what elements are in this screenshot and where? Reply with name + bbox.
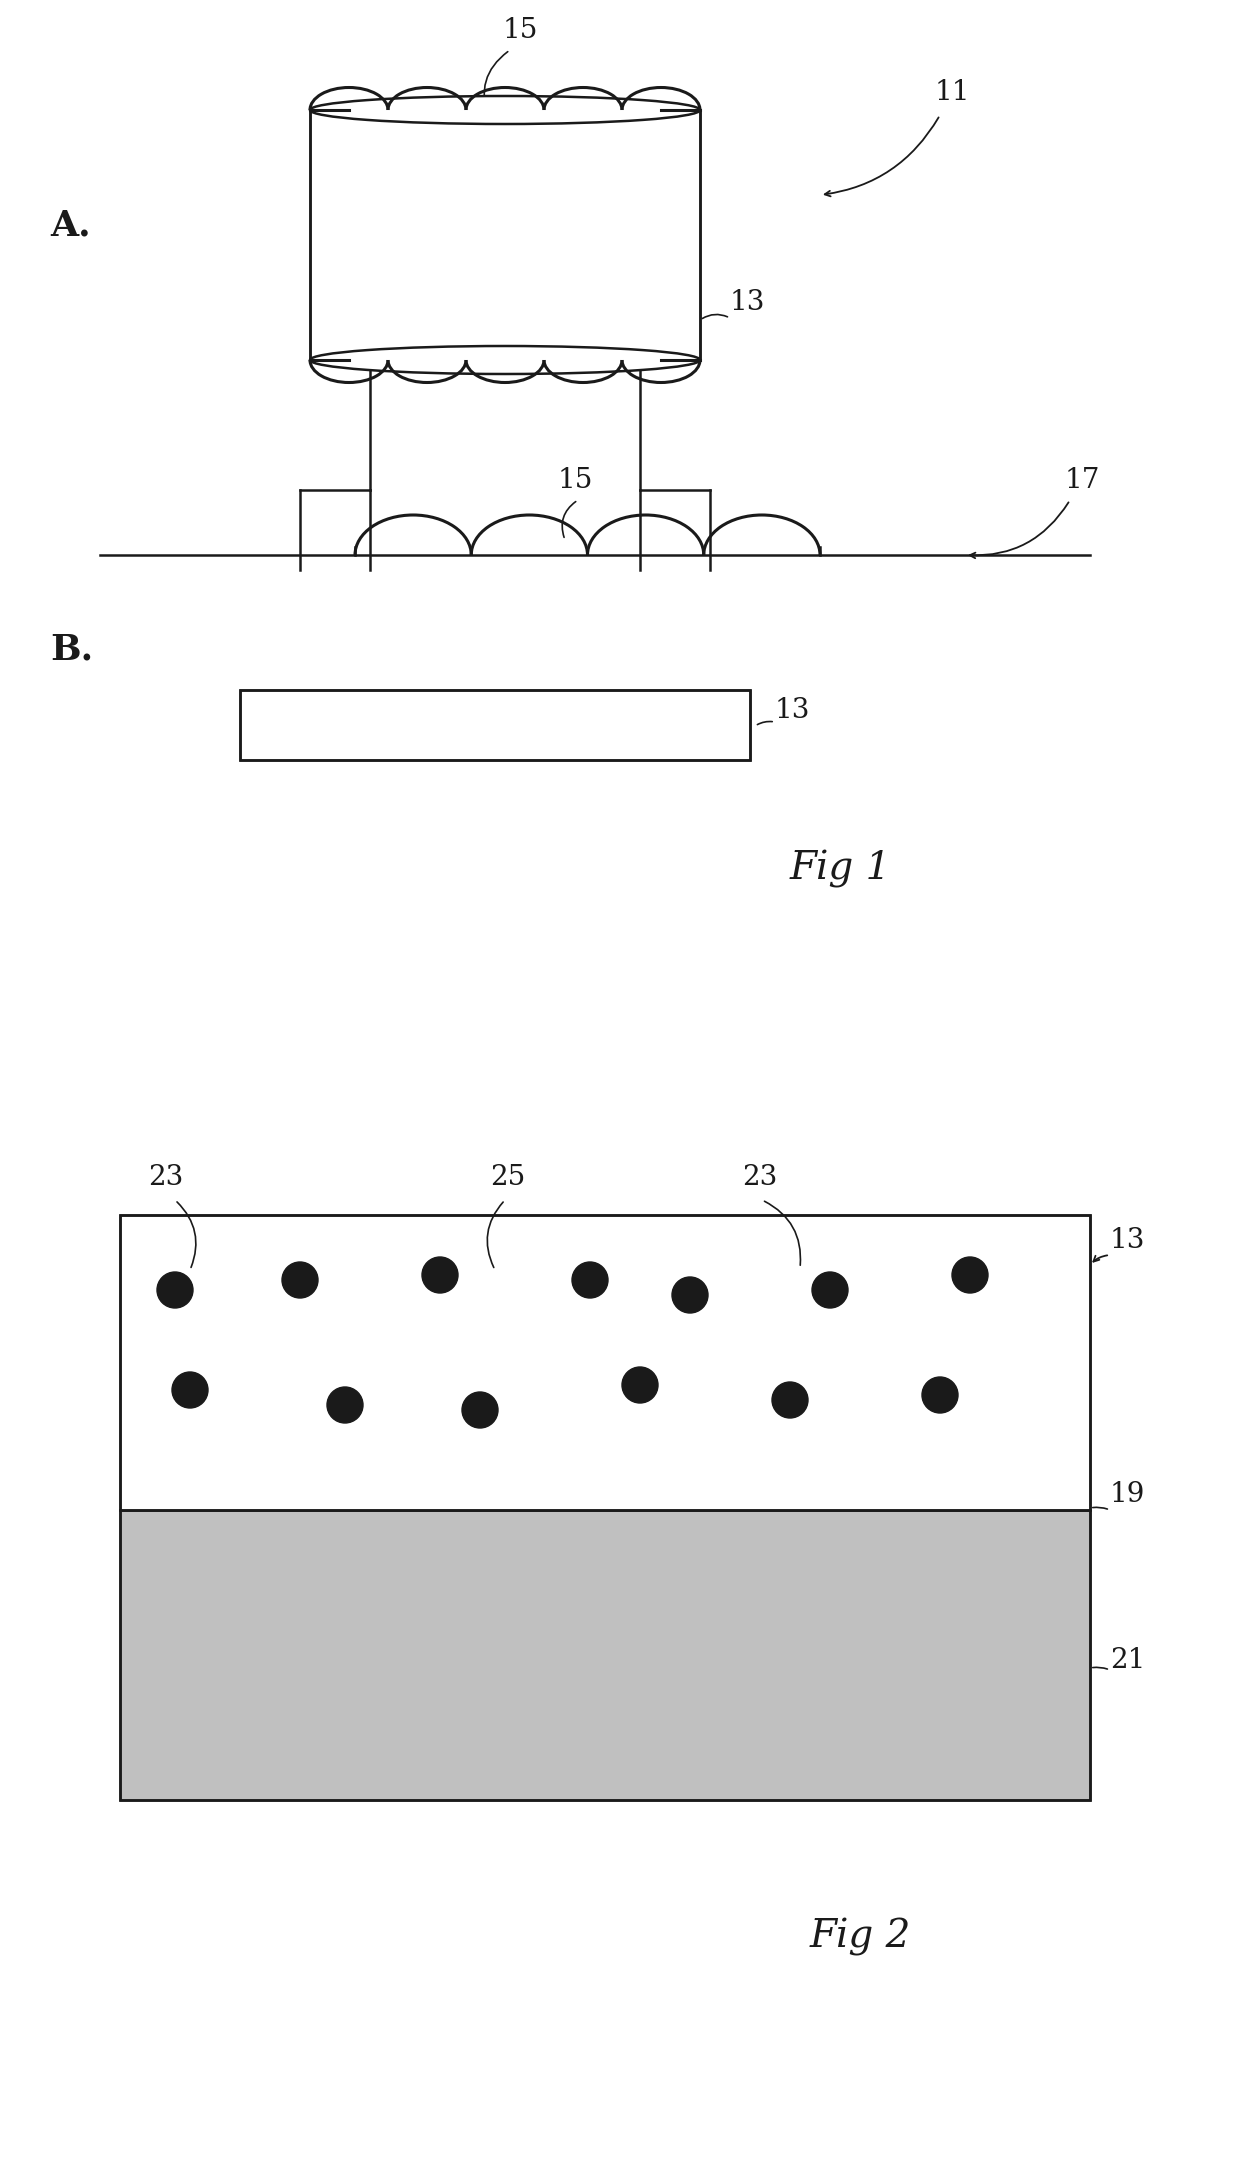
- Ellipse shape: [310, 95, 701, 123]
- Circle shape: [172, 1373, 208, 1407]
- Text: A.: A.: [50, 208, 91, 242]
- Circle shape: [463, 1392, 498, 1429]
- Bar: [120, 1509, 1090, 1799]
- Circle shape: [157, 1273, 193, 1308]
- Circle shape: [327, 1388, 363, 1422]
- Text: 13: 13: [730, 288, 765, 316]
- Circle shape: [572, 1262, 608, 1299]
- Bar: [241, 691, 750, 760]
- Bar: [241, 691, 750, 760]
- Bar: [120, 1215, 1090, 1799]
- Bar: [120, 1215, 1090, 1509]
- Text: 19: 19: [1110, 1481, 1146, 1509]
- Text: 15: 15: [557, 468, 593, 494]
- Circle shape: [622, 1366, 658, 1403]
- Bar: [310, 110, 701, 359]
- Circle shape: [672, 1277, 708, 1312]
- Text: 23: 23: [742, 1165, 777, 1191]
- Text: 11: 11: [935, 78, 971, 106]
- Circle shape: [773, 1381, 808, 1418]
- Text: 17: 17: [1065, 468, 1101, 494]
- Text: 21: 21: [1110, 1648, 1146, 1674]
- Circle shape: [952, 1258, 988, 1293]
- Text: 15: 15: [502, 17, 538, 43]
- Circle shape: [923, 1377, 959, 1414]
- Bar: [310, 110, 701, 359]
- Text: Fig 2: Fig 2: [810, 1918, 910, 1957]
- Circle shape: [812, 1273, 848, 1308]
- Text: 13: 13: [775, 697, 811, 723]
- Text: Fig 1: Fig 1: [790, 851, 890, 888]
- Text: 25: 25: [490, 1165, 526, 1191]
- Ellipse shape: [310, 346, 701, 375]
- Circle shape: [422, 1258, 458, 1293]
- Text: B.: B.: [50, 632, 93, 667]
- Text: 23: 23: [148, 1165, 184, 1191]
- Text: 13: 13: [1110, 1228, 1146, 1254]
- Circle shape: [281, 1262, 317, 1299]
